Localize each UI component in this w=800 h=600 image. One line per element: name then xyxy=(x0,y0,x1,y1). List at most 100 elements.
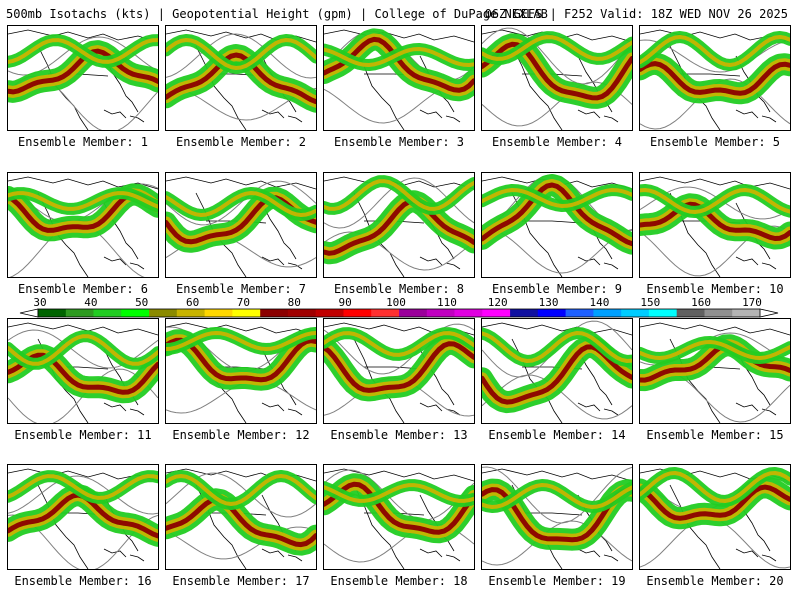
isotach-band xyxy=(640,340,790,360)
isotach-band xyxy=(324,47,474,67)
map-canvas xyxy=(324,322,474,423)
ensemble-map-10 xyxy=(639,172,791,278)
map-canvas xyxy=(482,466,632,569)
isotach-band xyxy=(8,38,158,64)
ensemble-map-20 xyxy=(639,464,791,570)
colorbar-right-arrow xyxy=(759,308,779,318)
ensemble-member-label: Ensemble Member: 6 xyxy=(17,282,149,296)
ensemble-member-label: Ensemble Member: 19 xyxy=(488,574,626,588)
ensemble-map-14 xyxy=(481,318,633,424)
isotach-band xyxy=(640,201,790,241)
ensemble-map-19 xyxy=(481,464,633,570)
ensemble-map-2 xyxy=(165,25,317,131)
map-canvas xyxy=(640,467,790,569)
isotach-band xyxy=(482,331,632,363)
height-contour xyxy=(482,520,632,566)
colorbar-tick-label: 160 xyxy=(691,296,711,309)
colorbar-segment xyxy=(454,309,483,317)
colorbar-tick-label: 70 xyxy=(237,296,250,309)
colorbar-tick-label: 90 xyxy=(338,296,351,309)
map-canvas xyxy=(8,29,158,130)
ensemble-map-5 xyxy=(639,25,791,131)
colorbar-segment xyxy=(176,309,206,317)
ensemble-member-label: Ensemble Member: 8 xyxy=(333,282,465,296)
colorbar-tick-label: 110 xyxy=(437,296,457,309)
colorbar-segment xyxy=(232,309,261,317)
map-canvas xyxy=(166,176,316,277)
map-canvas xyxy=(8,176,158,277)
isotach-band xyxy=(640,342,790,383)
ensemble-map-16 xyxy=(7,464,159,570)
ensemble-member-label: Ensemble Member: 7 xyxy=(175,282,307,296)
ensemble-member-label: Ensemble Member: 4 xyxy=(491,135,623,149)
colorbar-segment xyxy=(399,309,428,317)
height-contour xyxy=(482,27,632,85)
isotach-band xyxy=(324,179,474,211)
height-contour xyxy=(324,323,474,375)
ensemble-map-11 xyxy=(7,318,159,424)
colorbar-segment xyxy=(482,309,511,317)
ensemble-member-label: Ensemble Member: 20 xyxy=(646,574,784,588)
colorbar-tick-label: 30 xyxy=(33,296,46,309)
isotach-band xyxy=(324,481,474,535)
isotach-band xyxy=(166,474,316,506)
ensemble-map-1 xyxy=(7,25,159,131)
colorbar-tick-label: 40 xyxy=(84,296,97,309)
colorbar-segment xyxy=(149,309,178,317)
isotach-band xyxy=(640,484,790,521)
isotach-band xyxy=(8,474,158,500)
colorbar-outline xyxy=(37,308,761,318)
ensemble-member-label: Ensemble Member: 11 xyxy=(14,428,152,442)
ensemble-member-label: Ensemble Member: 2 xyxy=(175,135,307,149)
ensemble-member-label: Ensemble Member: 15 xyxy=(646,428,784,442)
ensemble-map-17 xyxy=(165,464,317,570)
isotach-band xyxy=(640,61,790,96)
height-contour xyxy=(166,180,316,226)
colorbar-segment xyxy=(371,309,400,317)
colorbar-tick-label: 100 xyxy=(386,296,406,309)
map-canvas xyxy=(166,322,316,423)
isotach-band xyxy=(324,341,474,393)
isotach-band xyxy=(482,182,632,247)
map-canvas xyxy=(640,29,790,130)
colorbar-segment xyxy=(648,309,678,317)
map-title: 500mb Isotachs (kts) | Geopotential Heig… xyxy=(6,7,548,21)
colorbar-tick-label: 130 xyxy=(539,296,559,309)
height-contour xyxy=(166,526,316,560)
ensemble-member-label: Ensemble Member: 17 xyxy=(172,574,310,588)
ensemble-map-3 xyxy=(323,25,475,131)
ensemble-member-label: Ensemble Member: 1 xyxy=(17,135,149,149)
colorbar-canvas: 30 40 50 60 70 80 90 100 110 120 130 140 150 160 170 xyxy=(19,296,779,318)
height-contour xyxy=(482,466,632,524)
ensemble-member-label: Ensemble Member: 14 xyxy=(488,428,626,442)
isotach-colorbar: 30 40 50 60 70 80 90 100 110 120 130 140 150 160 170 xyxy=(18,296,788,322)
isotach-band xyxy=(482,41,632,101)
colorbar-segment xyxy=(93,309,122,317)
isotach-band xyxy=(166,38,316,70)
isotach-band xyxy=(166,52,316,105)
map-canvas xyxy=(166,29,316,130)
isotach-band xyxy=(640,471,790,503)
colorbar-segment xyxy=(65,309,95,317)
ensemble-member-label: Ensemble Member: 3 xyxy=(333,135,465,149)
colorbar-segment xyxy=(121,309,150,317)
colorbar-left-arrow xyxy=(19,308,39,318)
ensemble-member-label: Ensemble Member: 12 xyxy=(172,428,310,442)
colorbar-segment xyxy=(343,309,372,317)
colorbar-tick-label: 60 xyxy=(186,296,199,309)
colorbar-segment xyxy=(676,309,705,317)
map-canvas xyxy=(8,468,158,569)
run-valid-time: 06Z GEFS | F252 Valid: 18Z WED NOV 26 20… xyxy=(484,7,788,21)
isotach-band xyxy=(640,188,790,214)
isotach-band xyxy=(8,334,158,366)
colorbar-tick-label: 80 xyxy=(288,296,301,309)
isotach-band xyxy=(8,352,158,395)
ensemble-map-9 xyxy=(481,172,633,278)
ensemble-member-label: Ensemble Member: 10 xyxy=(646,282,784,296)
map-header: 500mb Isotachs (kts) | Geopotential Heig… xyxy=(6,6,796,22)
isotach-band xyxy=(482,35,632,61)
isotach-band xyxy=(640,35,790,67)
ensemble-member-label: Ensemble Member: 5 xyxy=(649,135,781,149)
ensemble-member-label: Ensemble Member: 9 xyxy=(491,282,623,296)
colorbar-segment xyxy=(565,309,594,317)
